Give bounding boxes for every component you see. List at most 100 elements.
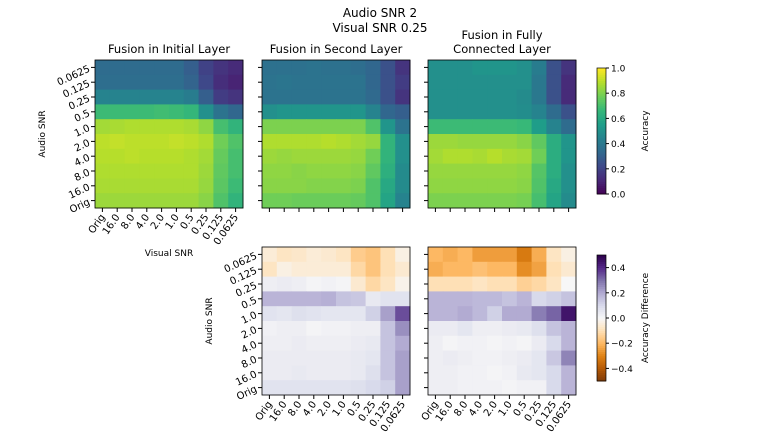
- heatmap-cell: [350, 276, 367, 292]
- heatmap-frame: [427, 59, 577, 209]
- heatmap-cell: [561, 261, 577, 278]
- heatmap-cell: [139, 104, 155, 120]
- heatmap-cell: [262, 380, 278, 396]
- heatmap-cell: [395, 163, 411, 179]
- heatmap-cell: [321, 89, 337, 105]
- heatmap-cell: [306, 119, 322, 135]
- heatmap-cell: [457, 247, 473, 263]
- heatmap-cell: [276, 74, 293, 91]
- colorbar-segment: [597, 265, 606, 269]
- heatmap-cell: [428, 380, 444, 396]
- heatmap-cell: [546, 148, 562, 165]
- heatmap-cell: [428, 104, 444, 120]
- heatmap-cell: [472, 321, 488, 337]
- heatmap-cell: [228, 104, 244, 120]
- heatmap-cell: [380, 89, 396, 105]
- heatmap-cell: [198, 193, 214, 209]
- heatmap-cell: [561, 380, 577, 396]
- heatmap-cell: [139, 178, 155, 194]
- heatmap-cell: [442, 119, 459, 135]
- colorbar-segment: [597, 366, 606, 369]
- colorbar-segment: [597, 139, 606, 142]
- heatmap-cell: [457, 291, 473, 307]
- heatmap-cell: [428, 178, 444, 194]
- heatmap-cell: [262, 119, 278, 135]
- colorbar-segment: [597, 99, 606, 103]
- colorbar-segment: [597, 351, 606, 355]
- colorbar-segment: [597, 141, 606, 145]
- heatmap-cell: [365, 335, 381, 352]
- colorbar-tick-label: 0.2: [611, 289, 625, 299]
- heatmap-cell: [154, 148, 170, 165]
- heatmap-cell: [291, 60, 307, 76]
- y-tick-label: 4.0: [73, 153, 92, 170]
- heatmap-cell: [183, 104, 200, 120]
- x-tick-label: 1.0: [164, 212, 182, 231]
- heatmap-cell: [472, 291, 488, 307]
- heatmap-cell: [516, 148, 533, 165]
- heatmap-cell: [336, 193, 352, 209]
- heatmap-cell: [502, 321, 518, 337]
- heatmap-cell: [442, 148, 459, 165]
- heatmap-cell: [531, 60, 547, 76]
- heatmap-cell: [472, 178, 488, 194]
- heatmap-cell: [502, 134, 518, 150]
- heatmap-cell: [262, 335, 278, 352]
- heatmap-cell: [380, 74, 396, 91]
- heatmap-cell: [228, 134, 244, 150]
- heatmap-cell: [516, 163, 533, 179]
- heatmap-cell: [516, 291, 533, 307]
- colorbar-segment: [597, 114, 606, 117]
- heatmap-cell: [531, 380, 547, 396]
- heatmap-cell: [380, 261, 396, 278]
- colorbar-segment: [597, 162, 606, 166]
- heatmap-cell: [502, 74, 518, 91]
- heatmap-cell: [502, 104, 518, 120]
- heatmap-cell: [291, 104, 307, 120]
- heatmap-cell: [380, 291, 396, 307]
- heatmap-cell: [95, 163, 111, 179]
- heatmap-cell: [306, 193, 322, 209]
- heatmap-cell: [531, 276, 547, 292]
- heatmap-cell: [472, 193, 488, 209]
- heatmap-cell: [124, 193, 140, 209]
- y-axis-label: Audio SNR: [205, 297, 215, 344]
- heatmap-cell: [531, 89, 547, 105]
- heatmap-cell: [306, 380, 322, 396]
- y-axis-label: Audio SNR: [38, 110, 48, 157]
- colorbar-segment: [597, 378, 606, 382]
- heatmap-cell: [531, 350, 547, 366]
- heatmap-cell: [472, 261, 488, 278]
- heatmap-cell: [546, 291, 562, 307]
- heatmap-cell: [428, 134, 444, 150]
- heatmap-cell: [487, 193, 503, 209]
- heatmap-cell: [472, 306, 488, 322]
- heatmap-cell: [531, 291, 547, 307]
- colorbar-segment: [597, 353, 606, 357]
- heatmap-cell: [291, 89, 307, 105]
- heatmap-cell: [531, 104, 547, 120]
- heatmap-cell: [228, 178, 244, 194]
- heatmap-cell: [276, 178, 293, 194]
- heatmap-cell: [546, 60, 562, 76]
- heatmap-cell: [457, 178, 473, 194]
- heatmap-cell: [350, 104, 367, 120]
- heatmap-cell: [546, 247, 562, 263]
- colorbar-segment: [597, 320, 606, 323]
- heatmap-cell: [276, 163, 293, 179]
- colorbar-segment: [597, 145, 606, 149]
- colorbar-segment: [597, 154, 606, 157]
- colorbar-segment: [597, 355, 606, 359]
- x-tick-label: 1.0: [331, 399, 349, 418]
- heatmap-cell: [365, 276, 381, 292]
- colorbar-segment: [597, 339, 606, 342]
- heatmap-cell: [306, 321, 322, 337]
- heatmap-cell: [472, 104, 488, 120]
- heatmap-cell: [276, 148, 293, 165]
- heatmap-cell: [442, 335, 459, 352]
- heatmap-cell: [442, 247, 459, 263]
- heatmap-cell: [380, 193, 396, 209]
- colorbar-segment: [597, 152, 606, 155]
- colorbar-segment: [597, 370, 606, 374]
- heatmap-cell: [442, 276, 459, 292]
